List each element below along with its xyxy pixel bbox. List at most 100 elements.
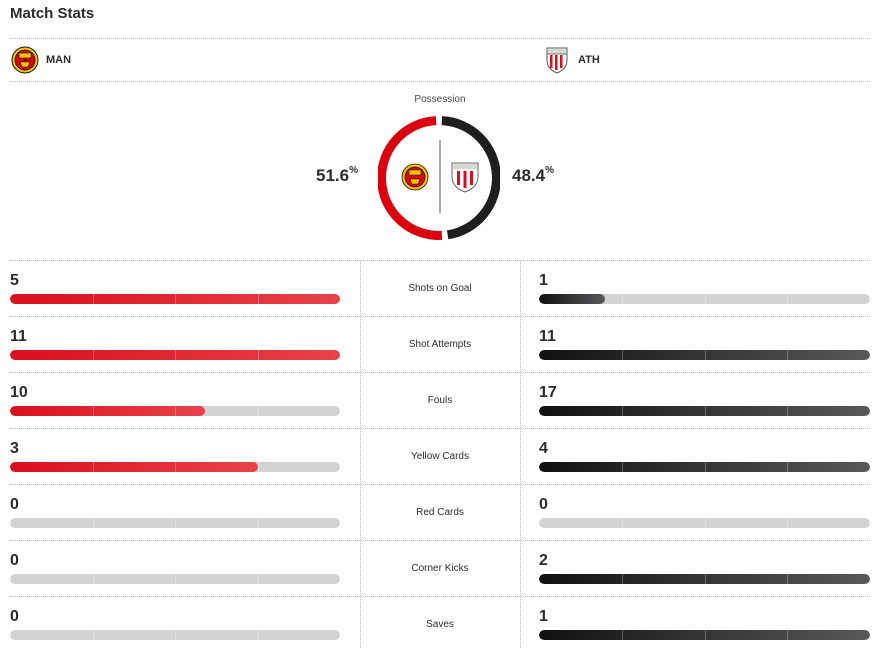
home-stat-bar bbox=[10, 518, 340, 528]
bar-segment-divider bbox=[704, 350, 706, 360]
stat-label: Shots on Goal bbox=[408, 283, 472, 294]
column-divider bbox=[360, 541, 361, 596]
away-stat-value: 17 bbox=[539, 384, 557, 401]
bar-segment-divider bbox=[92, 350, 94, 360]
away-stat-value: 1 bbox=[539, 272, 548, 289]
home-stat-value: 3 bbox=[10, 440, 19, 457]
bar-segment-divider bbox=[257, 350, 259, 360]
bar-segment-divider bbox=[621, 294, 623, 304]
away-stat-value: 4 bbox=[539, 440, 548, 457]
bar-segment-divider bbox=[704, 518, 706, 528]
stats-list: 5 Shots on Goal 1 11 Shot Attempts 11 10 Fouls 1… bbox=[10, 260, 870, 648]
home-stat-bar-fill bbox=[10, 294, 340, 304]
teams-header: MAN ATH bbox=[10, 38, 870, 82]
column-divider bbox=[520, 261, 521, 316]
column-divider bbox=[360, 317, 361, 372]
away-possession-value: 48.4 bbox=[512, 166, 546, 185]
away-stat-bar bbox=[539, 350, 870, 360]
bar-segment-divider bbox=[787, 630, 789, 640]
home-stat-bar-fill bbox=[10, 406, 205, 416]
away-stat-bar-fill bbox=[539, 406, 870, 416]
bar-segment-divider bbox=[175, 574, 176, 584]
bar-segment-divider bbox=[175, 630, 176, 640]
bar-segment-divider bbox=[175, 350, 176, 360]
stat-row: 0 Corner Kicks 2 bbox=[10, 540, 870, 596]
stat-row: 0 Red Cards 0 bbox=[10, 484, 870, 540]
home-stat-bar bbox=[10, 294, 340, 304]
bar-segment-divider bbox=[704, 462, 706, 472]
bar-segment-divider bbox=[621, 518, 623, 528]
bar-segment-divider bbox=[175, 462, 176, 472]
away-team[interactable]: ATH bbox=[542, 44, 600, 76]
stat-label: Shot Attempts bbox=[408, 339, 472, 350]
stat-label: Yellow Cards bbox=[411, 451, 469, 462]
bar-segment-divider bbox=[92, 406, 94, 416]
column-divider bbox=[360, 597, 361, 648]
stat-label: Red Cards bbox=[416, 507, 464, 518]
bar-segment-divider bbox=[787, 350, 789, 360]
column-divider bbox=[360, 373, 361, 428]
bar-segment-divider bbox=[257, 574, 259, 584]
bar-segment-divider bbox=[257, 294, 259, 304]
away-stat-bar-fill bbox=[539, 462, 870, 472]
column-divider bbox=[360, 485, 361, 540]
bar-segment-divider bbox=[92, 462, 94, 472]
percent-sign: % bbox=[349, 165, 358, 176]
column-divider bbox=[520, 597, 521, 648]
bar-segment-divider bbox=[621, 574, 623, 584]
home-stat-value: 11 bbox=[10, 328, 27, 345]
bar-segment-divider bbox=[787, 294, 789, 304]
stat-row: 5 Shots on Goal 1 bbox=[10, 260, 870, 316]
home-stat-value: 0 bbox=[10, 608, 19, 625]
bar-segment-divider bbox=[257, 518, 259, 528]
stat-row: 11 Shot Attempts 11 bbox=[10, 316, 870, 372]
away-stat-bar bbox=[539, 294, 870, 304]
column-divider bbox=[360, 429, 361, 484]
bar-segment-divider bbox=[704, 406, 706, 416]
bar-segment-divider bbox=[92, 630, 94, 640]
athletic-club-crest-icon bbox=[451, 162, 479, 193]
away-possession-arc bbox=[441, 116, 500, 240]
away-stat-bar bbox=[539, 574, 870, 584]
bar-segment-divider bbox=[92, 518, 94, 528]
manchester-united-crest-icon bbox=[401, 163, 429, 191]
home-stat-value: 0 bbox=[10, 496, 19, 513]
away-stat-bar bbox=[539, 518, 870, 528]
away-stat-bar-fill bbox=[539, 574, 870, 584]
bar-segment-divider bbox=[704, 294, 706, 304]
athletic-club-crest-icon bbox=[546, 47, 568, 74]
away-stat-bar bbox=[539, 462, 870, 472]
home-stat-bar bbox=[10, 406, 340, 416]
manchester-united-crest-icon bbox=[11, 46, 39, 74]
home-team[interactable]: MAN bbox=[10, 44, 71, 76]
bar-segment-divider bbox=[621, 630, 623, 640]
bar-segment-divider bbox=[621, 462, 623, 472]
home-stat-value: 0 bbox=[10, 552, 19, 569]
away-stat-value: 2 bbox=[539, 552, 548, 569]
home-stat-bar-fill bbox=[10, 462, 258, 472]
bar-segment-divider bbox=[175, 406, 176, 416]
away-stat-value: 0 bbox=[539, 496, 548, 513]
away-stat-bar bbox=[539, 406, 870, 416]
column-divider bbox=[520, 485, 521, 540]
stat-label: Fouls bbox=[427, 395, 453, 406]
home-possession-value: 51.6 bbox=[316, 166, 350, 185]
bar-segment-divider bbox=[175, 294, 176, 304]
stat-row: 10 Fouls 17 bbox=[10, 372, 870, 428]
home-stat-value: 5 bbox=[10, 272, 19, 289]
column-divider bbox=[520, 317, 521, 372]
home-stat-bar bbox=[10, 350, 340, 360]
stat-row: 0 Saves 1 bbox=[10, 596, 870, 648]
away-stat-bar-fill bbox=[539, 294, 606, 304]
away-stat-bar-fill bbox=[539, 350, 870, 360]
column-divider bbox=[520, 429, 521, 484]
home-stat-bar bbox=[10, 630, 340, 640]
home-stat-value: 10 bbox=[10, 384, 28, 401]
bar-segment-divider bbox=[787, 574, 789, 584]
away-stat-bar-fill bbox=[539, 630, 870, 640]
bar-segment-divider bbox=[787, 406, 789, 416]
away-stat-value: 1 bbox=[539, 608, 548, 625]
home-possession-arc bbox=[378, 116, 443, 240]
bar-segment-divider bbox=[257, 406, 259, 416]
bar-segment-divider bbox=[621, 406, 623, 416]
